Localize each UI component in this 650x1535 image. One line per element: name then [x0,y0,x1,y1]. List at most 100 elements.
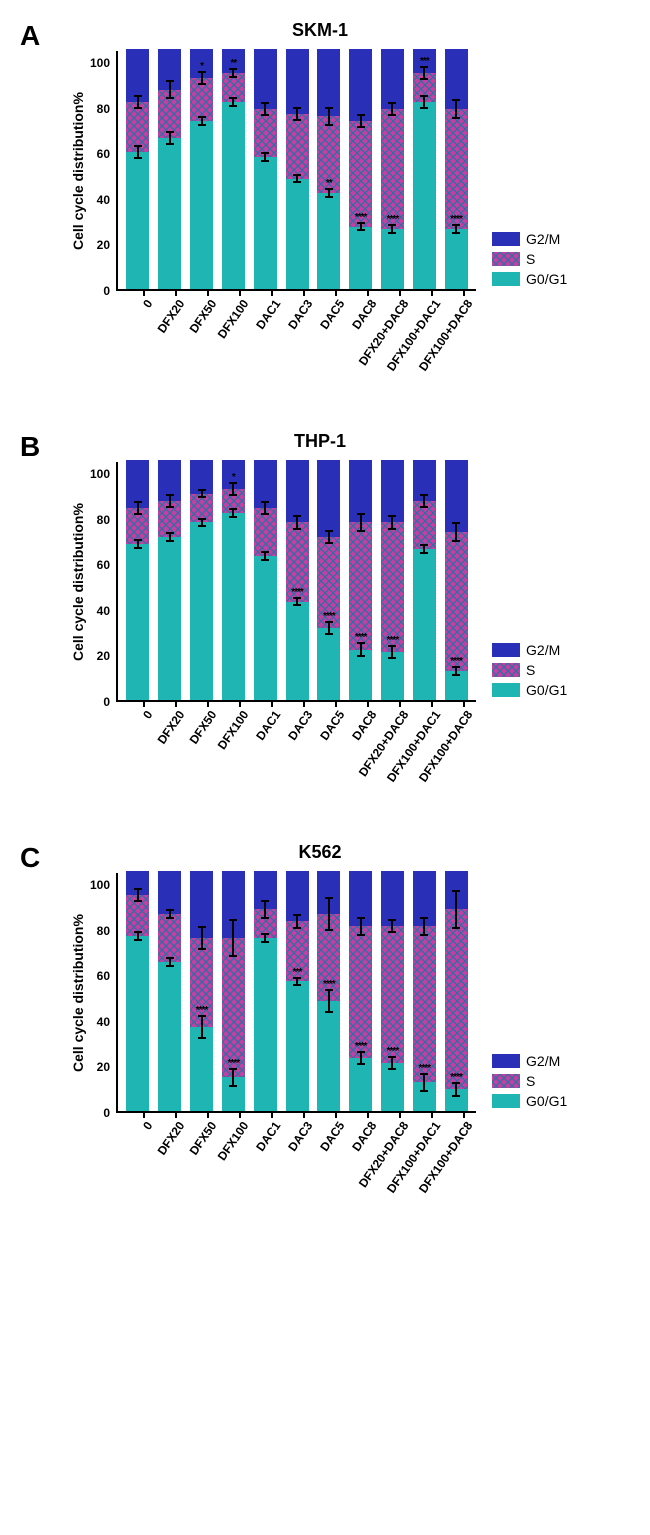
legend-item: S [492,251,567,267]
bar: ** [317,49,340,289]
legend-label: G0/G1 [526,1093,567,1109]
segment-g0g1 [158,138,181,289]
segment-g0g1 [158,537,181,700]
y-axis-label: Cell cycle distribution% [70,51,86,291]
bar: **** [222,871,245,1111]
legend: G2/M S G0/G1 [492,1053,567,1113]
legend-item: G0/G1 [492,271,567,287]
y-ticks: 100806040200 [90,51,110,291]
significance-marker: **** [355,632,367,643]
segment-s [349,522,372,649]
significance-marker: **** [450,214,462,225]
bar: *** [413,49,436,289]
significance-marker: **** [450,656,462,667]
chart-title: THP-1 [130,431,510,452]
y-tick: 0 [90,696,110,708]
bar [126,460,149,700]
bar: **** [317,460,340,700]
bar [254,49,277,289]
plot-area: ******************************* [116,873,476,1113]
segment-g2m [381,871,404,926]
segment-g2m [381,460,404,522]
segment-g0g1: *** [286,981,309,1111]
segment-s [445,109,468,229]
legend-item: G0/G1 [492,1093,567,1109]
segment-g0g1: **** [445,1089,468,1111]
y-tick: 60 [90,148,110,160]
bar: * [190,49,213,289]
bar [254,460,277,700]
segment-g0g1: **** [381,1063,404,1111]
chart-panel: CK562Cell cycle distribution%10080604020… [20,842,630,1203]
bar: **** [381,460,404,700]
y-tick: 80 [90,925,110,937]
segment-g2m [349,49,372,121]
chart-panel: ASKM-1Cell cycle distribution%1008060402… [20,20,630,381]
segment-g0g1 [413,102,436,289]
y-tick: 40 [90,194,110,206]
legend-swatch [492,252,520,266]
segment-g0g1 [413,549,436,700]
segment-g0g1 [126,152,149,289]
legend-label: G0/G1 [526,682,567,698]
legend-item: G2/M [492,1053,567,1069]
significance-marker: **** [196,1005,208,1016]
segment-g2m [317,460,340,537]
significance-marker: *** [420,56,429,67]
significance-marker: **** [450,1072,462,1083]
segment-s [413,501,436,549]
bar: **** [381,49,404,289]
segment-s [413,926,436,1082]
bar: **** [381,871,404,1111]
bar [158,49,181,289]
segment-s [254,109,277,157]
legend-item: S [492,1073,567,1089]
significance-marker: **** [355,212,367,223]
significance-marker: **** [387,214,399,225]
legend-label: G2/M [526,1053,560,1069]
legend-label: G2/M [526,642,560,658]
plot-area: ******************** [116,51,476,291]
legend-swatch [492,272,520,286]
y-tick: 100 [90,468,110,480]
segment-g2m [254,49,277,109]
segment-s [222,938,245,1077]
bar [126,871,149,1111]
chart-title: SKM-1 [130,20,510,41]
segment-g0g1 [254,157,277,289]
bar: * [222,460,245,700]
segment-s [126,895,149,936]
panel-letter: C [20,842,40,874]
segment-g2m [286,49,309,114]
segment-g2m [445,460,468,532]
legend-swatch [492,232,520,246]
segment-g0g1 [286,179,309,289]
segment-g0g1 [254,556,277,700]
segment-g0g1: **** [349,227,372,289]
bar [286,49,309,289]
segment-g0g1 [190,121,213,289]
chart-title: K562 [130,842,510,863]
y-tick: 60 [90,970,110,982]
segment-g0g1: **** [381,229,404,289]
y-tick: 20 [90,239,110,251]
bar: **** [349,871,372,1111]
segment-s [381,109,404,229]
bar: **** [190,871,213,1111]
bar: **** [445,871,468,1111]
significance-marker: * [200,61,203,72]
legend-item: G2/M [492,231,567,247]
bar [413,460,436,700]
significance-marker: **** [323,979,335,990]
segment-s [254,508,277,556]
y-tick: 100 [90,57,110,69]
segment-g0g1: **** [445,229,468,289]
segment-g0g1 [158,962,181,1111]
y-tick: 80 [90,103,110,115]
y-tick: 80 [90,514,110,526]
bar: **** [445,460,468,700]
legend-swatch [492,683,520,697]
segment-s [381,926,404,1063]
legend-swatch [492,1094,520,1108]
bar: **** [317,871,340,1111]
